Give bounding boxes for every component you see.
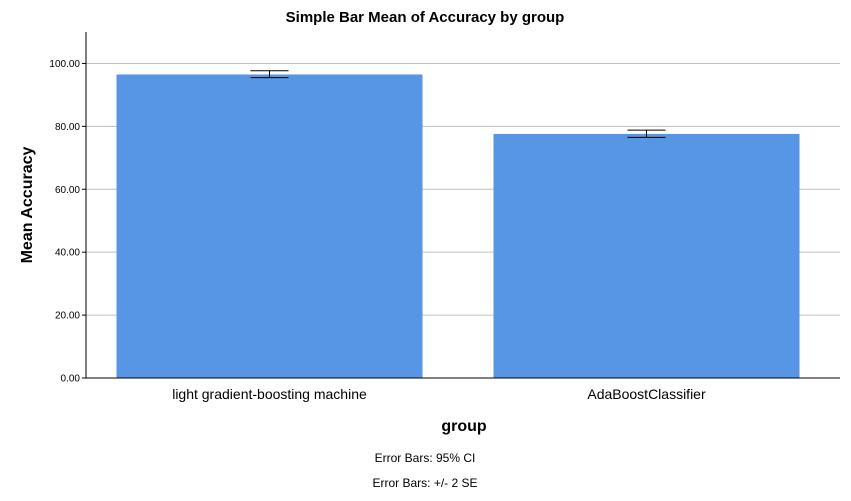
- y-tick-label: 20.00: [55, 311, 80, 322]
- error-bars: [250, 70, 666, 138]
- category-label: AdaBoostClassifier: [587, 386, 706, 402]
- y-tick-label: 80.00: [55, 122, 80, 133]
- error-bar: [627, 129, 666, 138]
- chart-title: Simple Bar Mean of Accuracy by group: [286, 9, 565, 26]
- y-axis-title: Mean Accuracy: [19, 147, 36, 264]
- x-axis-title: group: [441, 418, 487, 435]
- error-bar: [250, 70, 289, 79]
- y-tick-labels: 0.00 20.00 40.00 60.00 80.00 100.00: [49, 59, 86, 385]
- error-bar-note-se: Error Bars: +/- 2 SE: [372, 476, 477, 490]
- bar: [116, 74, 423, 379]
- bar: [493, 133, 800, 378]
- y-tick-label: 0.00: [61, 374, 81, 385]
- y-tick-label: 100.00: [49, 59, 80, 70]
- category-label: light gradient-boosting machine: [172, 386, 367, 402]
- category-labels: light gradient-boosting machine AdaBoostC…: [172, 386, 706, 402]
- error-bar-note-ci: Error Bars: 95% CI: [375, 451, 476, 465]
- y-tick-label: 60.00: [55, 185, 80, 196]
- bars: [116, 74, 800, 379]
- y-tick-label: 40.00: [55, 248, 80, 259]
